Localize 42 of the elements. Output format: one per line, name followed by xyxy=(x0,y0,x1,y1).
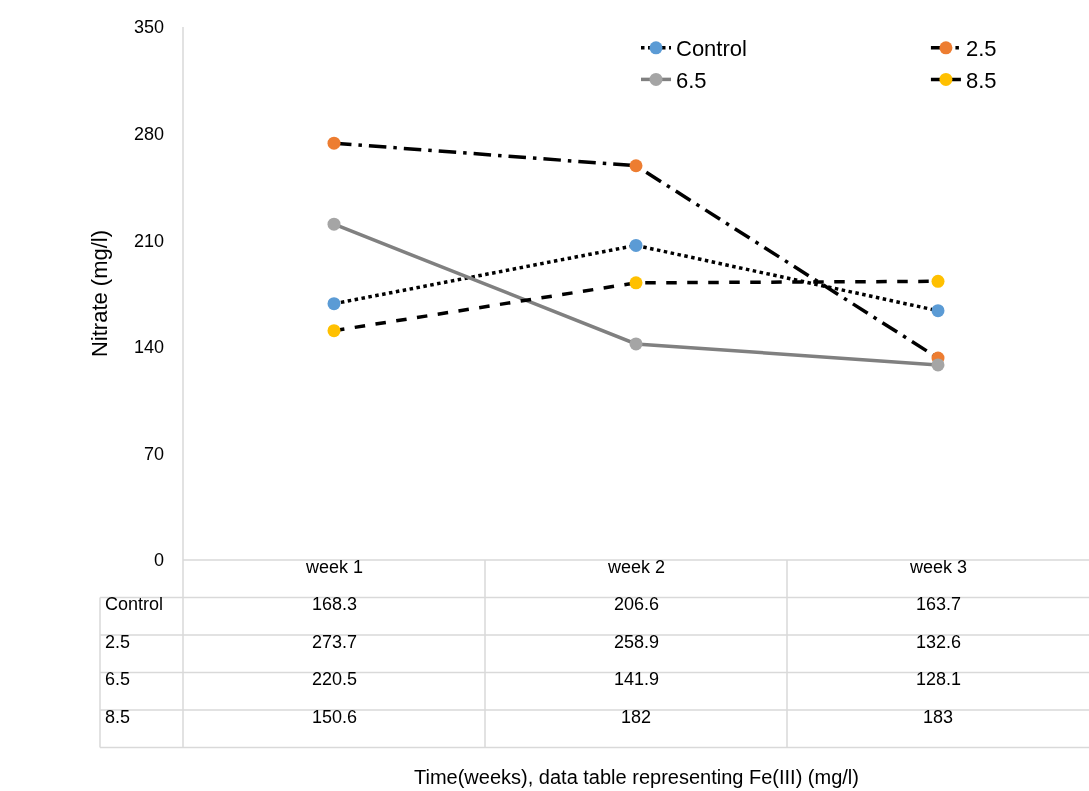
x-tick-label: week 2 xyxy=(607,557,666,577)
point xyxy=(629,159,643,173)
data-label: 141.9 xyxy=(614,669,660,689)
legend-label: Control xyxy=(676,36,747,62)
x-tick-label: week 1 xyxy=(305,557,364,577)
point xyxy=(629,337,643,351)
legend-label: 6.5 xyxy=(676,67,707,93)
y-tick-label: 350 xyxy=(133,17,164,38)
text: 8.5 xyxy=(105,707,131,727)
point xyxy=(327,136,341,150)
point xyxy=(327,324,341,338)
text: Control xyxy=(105,594,164,614)
data-label: 220.5 xyxy=(312,669,358,689)
legend-label: 8.5 xyxy=(965,67,997,93)
text: 2.5 xyxy=(105,632,131,652)
point xyxy=(931,358,945,372)
data-label: 273.7 xyxy=(312,632,358,652)
data-label: 128.1 xyxy=(916,669,962,689)
y-tick-label: 70 xyxy=(143,443,164,464)
data-label: 163.7 xyxy=(916,594,962,614)
data-label: 258.9 xyxy=(614,632,660,652)
text: Time(weeks), data table representing Fe(III) (mg/l) xyxy=(414,766,859,788)
data-label: 150.6 xyxy=(312,707,358,727)
y-tick-label: 280 xyxy=(133,123,164,144)
data-label: 182 xyxy=(621,707,652,727)
legend-label: 2.5 xyxy=(965,36,997,62)
data-label: 183 xyxy=(923,707,954,727)
point xyxy=(327,297,341,311)
point xyxy=(931,304,945,318)
data-label: 168.3 xyxy=(312,594,358,614)
y-tick-label: 0 xyxy=(153,550,164,571)
text: 6.5 xyxy=(105,669,131,689)
y-tick-label: 210 xyxy=(133,230,164,251)
y-tick-label: 140 xyxy=(133,337,164,358)
point xyxy=(629,276,643,290)
point xyxy=(629,238,643,252)
x-tick-label: week 3 xyxy=(909,557,968,577)
data-label: 206.6 xyxy=(614,594,660,614)
point xyxy=(327,217,341,231)
y-axis-title: Nitrate (mg/l) xyxy=(86,229,112,358)
data-label: 132.6 xyxy=(916,632,962,652)
point xyxy=(931,274,945,288)
